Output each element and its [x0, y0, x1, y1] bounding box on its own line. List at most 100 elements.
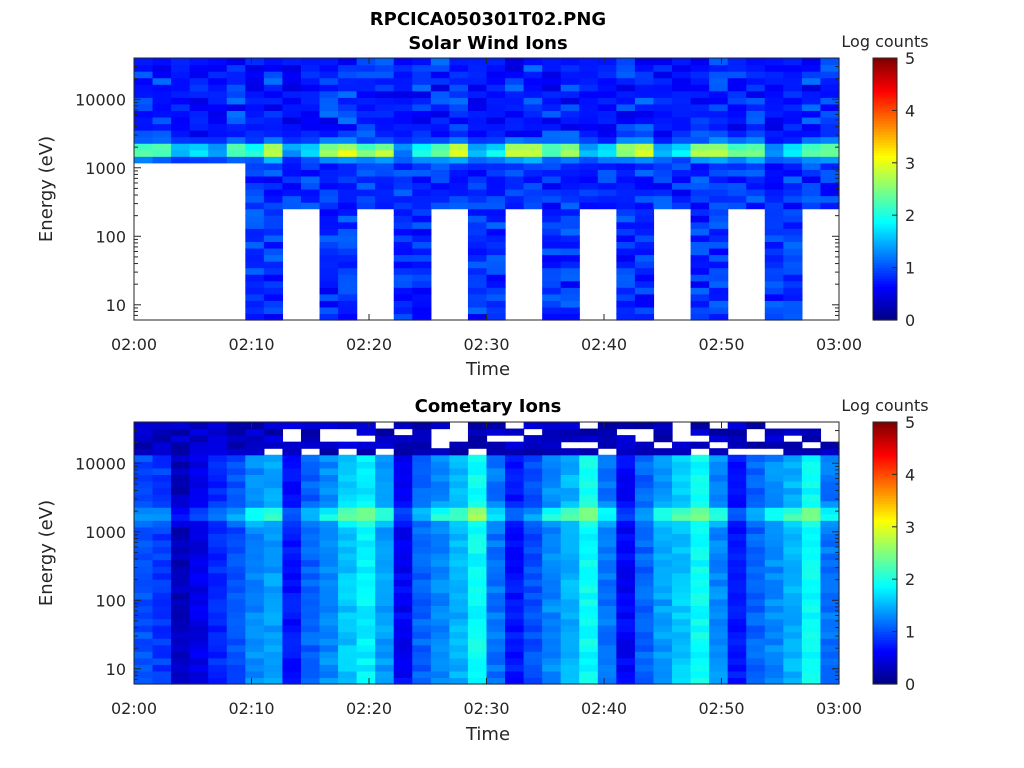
colorbar-segment — [873, 594, 897, 599]
heatmap-cell — [764, 651, 784, 659]
heatmap-cell — [319, 110, 339, 118]
heatmap-cell — [430, 487, 450, 495]
heatmap-cell — [319, 123, 339, 131]
heatmap-cell — [616, 651, 636, 659]
heatmap-cell — [801, 664, 822, 672]
heatmap-cell — [542, 546, 562, 554]
heatmap-cell — [208, 579, 228, 587]
heatmap-cell — [486, 474, 506, 482]
heatmap-cell — [579, 651, 599, 659]
heatmap-cell — [189, 618, 209, 626]
heatmap-cell — [375, 435, 395, 443]
heatmap-cell — [560, 247, 580, 256]
heatmap-cell — [171, 546, 191, 554]
heatmap-cell — [134, 487, 154, 495]
heatmap-cell — [634, 202, 655, 210]
heatmap-cell — [356, 480, 376, 489]
heatmap-cell — [542, 461, 562, 469]
heatmap-cell — [746, 467, 766, 475]
heatmap-cell — [801, 539, 822, 548]
heatmap-cell — [486, 71, 506, 79]
heatmap-cell — [189, 644, 209, 652]
heatmap-cell — [412, 202, 432, 210]
heatmap-cell — [134, 116, 154, 125]
heatmap-cell — [171, 422, 191, 430]
heatmap-cell — [616, 507, 636, 515]
heatmap-cell — [412, 64, 432, 72]
colorbar-tick-label: 2 — [905, 206, 915, 225]
heatmap-cell — [282, 480, 302, 489]
heatmap-cell — [449, 631, 469, 639]
colorbar-segment — [873, 110, 897, 114]
colorbar-segment — [873, 170, 897, 174]
heatmap-cell — [653, 123, 673, 131]
heatmap-cell — [319, 566, 339, 574]
heatmap-cell — [263, 625, 284, 633]
heatmap-cell — [764, 202, 784, 210]
heatmap-cell — [245, 631, 265, 639]
heatmap-cell — [542, 306, 562, 315]
heatmap-cell — [338, 592, 358, 600]
heatmap-cell — [375, 625, 395, 633]
heatmap-cell — [560, 670, 580, 679]
heatmap-cell — [746, 103, 766, 111]
heatmap-cell — [597, 195, 617, 203]
heatmap-cell — [375, 143, 395, 151]
heatmap-cell — [449, 559, 469, 567]
heatmap-cell — [467, 520, 488, 528]
heatmap-cell — [727, 598, 747, 606]
heatmap-cell — [653, 110, 673, 118]
colorbar-segment — [873, 573, 897, 578]
heatmap-cell — [505, 461, 525, 469]
heatmap-cell — [338, 559, 358, 567]
heatmap-cell — [783, 228, 803, 236]
heatmap-cell — [690, 585, 710, 593]
heatmap-cell — [263, 494, 284, 502]
heatmap-cell — [616, 313, 636, 321]
heatmap-cell — [245, 58, 265, 66]
heatmap-cell — [783, 546, 803, 554]
heatmap-cell — [412, 435, 432, 443]
heatmap-cell — [560, 664, 580, 672]
heatmap-cell — [764, 572, 784, 580]
heatmap-cell — [746, 58, 766, 66]
heatmap-cell — [245, 136, 265, 144]
heatmap-cell — [134, 677, 154, 685]
colorbar-segment — [873, 437, 897, 441]
heatmap-cell — [226, 618, 246, 626]
heatmap-cell — [505, 182, 525, 190]
heatmap-cell — [616, 448, 636, 456]
heatmap-cell — [263, 84, 284, 92]
heatmap-cell — [356, 533, 376, 541]
heatmap-cell — [727, 474, 747, 482]
heatmap-cell — [300, 625, 321, 633]
heatmap-cell — [709, 90, 729, 98]
heatmap-cell — [263, 559, 284, 567]
heatmap-cell — [634, 644, 655, 652]
colorbar-segment — [873, 639, 897, 643]
heatmap-cell — [282, 130, 302, 138]
heatmap-cell — [189, 494, 209, 502]
heatmap-cell — [820, 110, 840, 118]
heatmap-cell — [597, 454, 617, 462]
colorbar-segment — [873, 422, 897, 426]
heatmap-cell — [319, 441, 339, 449]
colorbar-segment — [873, 589, 897, 593]
heatmap-cell — [505, 110, 525, 118]
heatmap-cell — [430, 461, 450, 469]
heatmap-cell — [783, 579, 803, 587]
heatmap-cell — [801, 625, 822, 633]
heatmap-cell — [282, 77, 302, 85]
heatmap-cell — [486, 494, 506, 502]
heatmap-cell — [319, 261, 339, 269]
heatmap-cell — [672, 189, 692, 197]
colorbar-segment — [873, 477, 897, 481]
heatmap-cell — [263, 677, 284, 685]
heatmap-cell — [486, 261, 506, 269]
heatmap-cell — [764, 300, 784, 308]
heatmap-cell — [134, 441, 154, 449]
heatmap-cell — [134, 553, 154, 561]
colorbar-segment — [873, 670, 897, 675]
heatmap-cell — [300, 130, 321, 138]
